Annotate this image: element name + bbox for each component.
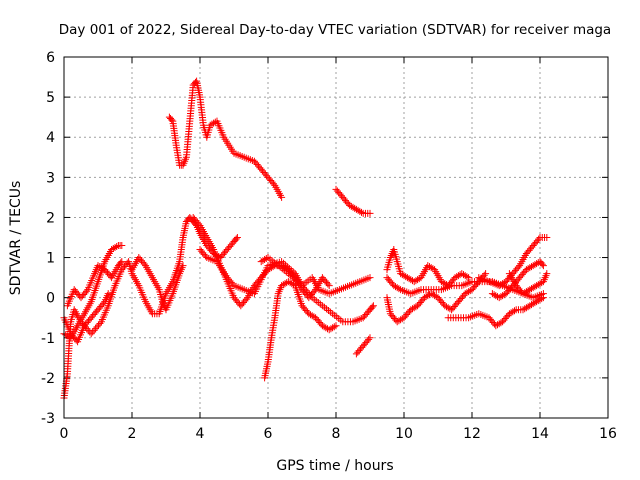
- data-marker: [395, 285, 403, 293]
- x-tick-label: 6: [264, 426, 273, 442]
- series-track-p: [444, 294, 547, 330]
- data-marker: [514, 263, 522, 271]
- data-point: [543, 270, 551, 278]
- data-marker: [511, 307, 518, 315]
- data-marker: [330, 323, 338, 331]
- data-point: [278, 193, 286, 201]
- data-marker: [96, 319, 104, 327]
- y-tick-label: 0: [46, 291, 55, 307]
- data-marker: [232, 235, 240, 243]
- data-marker: [538, 260, 546, 268]
- data-marker: [195, 220, 203, 228]
- data-point: [325, 282, 333, 290]
- series-track-k: [332, 185, 374, 217]
- data-marker: [269, 180, 277, 188]
- data-marker: [305, 290, 313, 298]
- x-axis-label: GPS time / hours: [276, 458, 393, 474]
- data-marker: [242, 295, 250, 303]
- data-point: [233, 234, 241, 241]
- grid-layer: [64, 57, 608, 418]
- data-point: [543, 234, 551, 241]
- y-tick-label: 3: [46, 170, 55, 186]
- data-point: [539, 262, 547, 270]
- data-marker: [446, 305, 454, 313]
- data-point: [87, 330, 95, 338]
- x-tick-label: 0: [60, 426, 69, 442]
- data-point: [465, 274, 473, 282]
- data-marker: [365, 335, 373, 343]
- series-track-l: [352, 334, 374, 358]
- data-marker: [89, 328, 97, 336]
- y-tick-label: -1: [41, 331, 55, 347]
- data-marker: [262, 255, 270, 263]
- data-marker: [307, 292, 315, 300]
- data-point: [104, 290, 112, 298]
- x-tick-label: 16: [599, 426, 617, 442]
- data-marker: [94, 321, 102, 329]
- series-track-n: [383, 270, 490, 326]
- y-tick-label: 2: [46, 210, 55, 226]
- series-track-m: [383, 246, 473, 290]
- data-layer: [60, 77, 551, 402]
- y-tick-label: 6: [46, 50, 55, 66]
- data-marker: [92, 325, 100, 333]
- y-tick-label: 4: [46, 130, 55, 146]
- y-tick-label: -3: [41, 411, 55, 427]
- data-marker: [301, 285, 309, 293]
- x-tick-label: 2: [128, 426, 137, 442]
- data-marker: [480, 271, 488, 279]
- series-track-f: [165, 77, 286, 201]
- data-marker: [535, 235, 543, 243]
- y-axis-label: SDTVAR / TECUs: [8, 181, 24, 296]
- data-marker: [299, 283, 307, 291]
- data-marker: [368, 303, 376, 311]
- data-marker: [140, 260, 148, 268]
- data-marker: [358, 208, 365, 216]
- data-marker: [302, 287, 310, 295]
- y-tick-label: 1: [46, 251, 55, 267]
- data-marker: [538, 295, 546, 303]
- series-track-i: [261, 278, 340, 382]
- data-marker: [117, 259, 125, 267]
- data-point: [118, 242, 126, 250]
- series-track-h: [196, 246, 377, 326]
- data-marker: [113, 243, 121, 251]
- y-tick-label: -2: [41, 371, 55, 387]
- data-marker: [82, 287, 90, 295]
- data-marker: [168, 116, 176, 124]
- series-track-j: [257, 254, 374, 298]
- y-tick-label: 5: [46, 90, 55, 106]
- series-track-s: [505, 270, 551, 298]
- x-tick-label: 10: [395, 426, 413, 442]
- data-marker: [463, 273, 471, 281]
- data-point: [482, 270, 490, 278]
- data-marker: [93, 323, 101, 331]
- data-marker: [324, 280, 332, 288]
- series-track-c: [63, 258, 126, 310]
- data-point: [366, 274, 374, 282]
- x-tick-label: 8: [332, 426, 341, 442]
- chart-title: Day 001 of 2022, Sidereal Day-to-day VTE…: [59, 22, 611, 38]
- data-point: [366, 209, 374, 217]
- x-tick-label: 12: [463, 426, 481, 442]
- data-point: [539, 294, 547, 302]
- x-tick-label: 14: [531, 426, 549, 442]
- series-track-e: [128, 254, 187, 314]
- plot-frame: [63, 56, 609, 419]
- data-point: [332, 322, 340, 330]
- data-point: [179, 262, 187, 270]
- data-marker: [310, 287, 318, 295]
- data-marker: [90, 326, 98, 334]
- data-marker: [304, 289, 312, 297]
- data-marker: [99, 299, 107, 307]
- data-point: [369, 302, 377, 310]
- x-tick-label: 4: [196, 426, 205, 442]
- series-track-q: [475, 234, 551, 290]
- data-point: [366, 334, 374, 342]
- data-point: [118, 258, 126, 266]
